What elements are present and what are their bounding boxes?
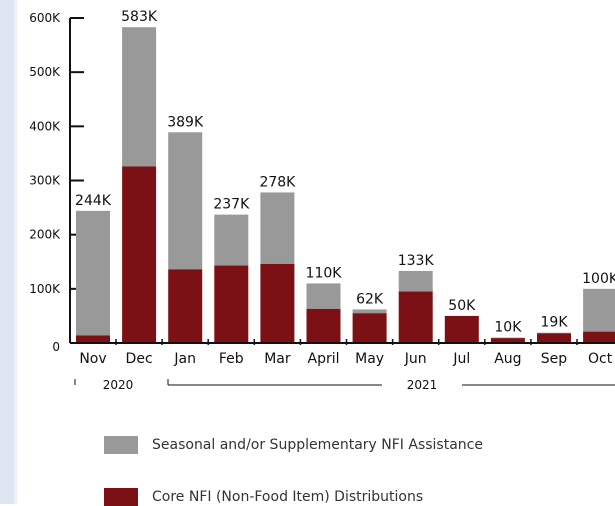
left-border-stripe (0, 0, 14, 504)
bar-core (537, 333, 571, 343)
bar-total-label: 278K (259, 174, 296, 190)
x-tick-label: Feb (219, 351, 244, 367)
y-tick-label: 0 (52, 340, 60, 354)
bar-seasonal (76, 210, 110, 336)
bar-seasonal (398, 270, 433, 292)
bar-core (352, 313, 387, 343)
bar-seasonal (583, 288, 615, 332)
x-tick-label: April (308, 351, 340, 367)
x-tick-label: Jun (404, 351, 427, 367)
bar-total-label: 237K (213, 197, 250, 213)
bar-seasonal (537, 332, 571, 334)
bar-core (398, 291, 433, 343)
x-tick-label: Mar (264, 351, 291, 367)
y-axis: 0 100K 200K 300K 400K 500K 600K (29, 11, 84, 354)
year-label-2020: 2020 (103, 378, 134, 392)
bar-core (260, 263, 295, 343)
bar-core (444, 315, 479, 343)
x-tick-label: Nov (79, 351, 106, 367)
bar-core (168, 269, 203, 343)
bar-total-label: 110K (306, 265, 343, 281)
left-border-inner (14, 0, 17, 504)
y-tick-label: 600K (29, 11, 61, 25)
year-label-2021: 2021 (407, 378, 438, 392)
legend-item-core: Core NFI (Non-Food Item) Distributions (104, 488, 423, 506)
x-tick-label: May (355, 351, 384, 367)
bars: 244K 583K 389K 237K 278K 110K 62K 133K 50K 10K 19K… (75, 9, 615, 343)
legend-swatch-seasonal (104, 436, 138, 454)
bar-total-label: 62K (356, 291, 384, 307)
bar-total-label: 19K (541, 315, 569, 331)
x-tick-label: Aug (494, 351, 521, 367)
bar-total-label: 583K (121, 9, 158, 25)
x-tick-label: Sep (541, 351, 568, 367)
y-tick-label: 100K (29, 282, 61, 296)
x-axis: Nov Dec Jan Feb Mar April May Jun Jul Aug Sep Oct 20… (70, 339, 615, 392)
x-tick-label: Jul (452, 351, 470, 367)
bar-core (306, 308, 341, 343)
bar-core (583, 331, 615, 343)
y-tick-label: 200K (29, 228, 61, 242)
legend-label-seasonal: Seasonal and/or Supplementary NFI Assist… (152, 437, 483, 453)
bar-seasonal (306, 283, 341, 309)
bar-seasonal (352, 309, 387, 314)
x-tick-label: Oct (588, 351, 613, 367)
bar-core (76, 335, 110, 343)
y-tick-label: 300K (29, 174, 61, 188)
bar-total-label: 244K (75, 193, 112, 209)
legend-label-core: Core NFI (Non-Food Item) Distributions (152, 489, 424, 505)
legend-item-seasonal: Seasonal and/or Supplementary NFI Assist… (104, 436, 483, 454)
x-tick-label: Jan (173, 351, 196, 367)
x-tick-label: Dec (126, 351, 153, 367)
legend-swatch-core (104, 488, 138, 506)
bar-seasonal (490, 337, 525, 339)
bar-total-label: 389K (167, 114, 204, 130)
bar-total-label: 10K (494, 320, 522, 336)
bar-seasonal (260, 192, 295, 264)
bar-core (214, 265, 249, 343)
bar-seasonal (122, 27, 157, 167)
bar-total-label: 133K (398, 253, 435, 269)
bar-total-label: 100K (582, 271, 615, 287)
y-tick-label: 400K (29, 119, 61, 133)
y-tick-label: 500K (29, 65, 61, 79)
bar-seasonal (168, 132, 203, 270)
bar-core (122, 166, 157, 343)
bar-seasonal (214, 214, 249, 266)
bar-core (490, 338, 525, 343)
bar-total-label: 50K (448, 298, 476, 314)
